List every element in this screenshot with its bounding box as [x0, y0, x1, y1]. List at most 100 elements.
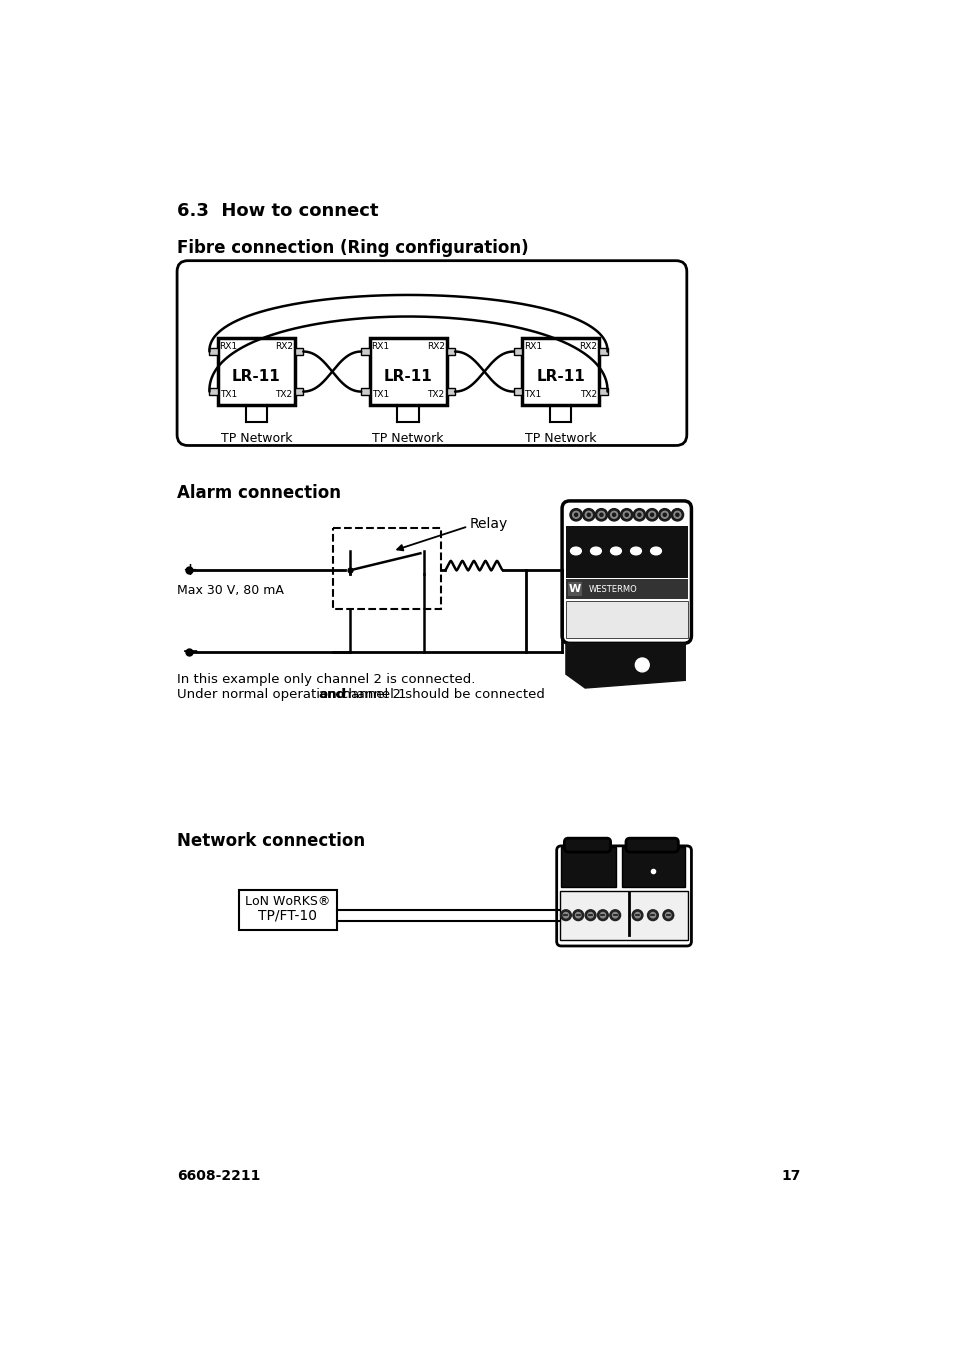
Text: TX1: TX1 [372, 390, 389, 399]
Circle shape [632, 909, 642, 920]
Text: channel 2 should be connected: channel 2 should be connected [331, 688, 544, 701]
Ellipse shape [630, 547, 640, 555]
Circle shape [624, 513, 628, 516]
Bar [521, 338, 598, 405]
Text: 6608-2211: 6608-2211 [177, 1169, 260, 1183]
Circle shape [585, 511, 592, 519]
Circle shape [572, 511, 579, 519]
Text: RX1: RX1 [371, 342, 389, 351]
Circle shape [634, 912, 639, 917]
Text: RX2: RX2 [426, 342, 444, 351]
Bar [513, 349, 521, 355]
Text: TX2: TX2 [579, 390, 597, 399]
Bar [446, 388, 455, 394]
Bar [565, 601, 687, 638]
Text: LR-11: LR-11 [536, 369, 584, 384]
Circle shape [560, 909, 571, 920]
Text: −: − [181, 642, 199, 662]
Bar [217, 338, 294, 405]
Bar [598, 349, 607, 355]
Circle shape [599, 513, 602, 516]
Circle shape [633, 508, 645, 521]
Text: TX2: TX2 [275, 390, 293, 399]
Circle shape [612, 912, 618, 917]
Text: Alarm connection: Alarm connection [177, 484, 341, 503]
Circle shape [610, 511, 617, 519]
Circle shape [569, 508, 581, 521]
Text: RX1: RX1 [523, 342, 541, 351]
Circle shape [660, 511, 667, 519]
Circle shape [575, 912, 580, 917]
Polygon shape [565, 643, 684, 688]
Text: RX2: RX2 [578, 342, 597, 351]
Circle shape [607, 508, 619, 521]
Circle shape [620, 508, 632, 521]
Bar [598, 388, 607, 394]
Circle shape [636, 511, 642, 519]
Text: W: W [568, 584, 580, 593]
Bar [333, 528, 440, 609]
Ellipse shape [590, 547, 600, 555]
Circle shape [574, 513, 577, 516]
Text: TP/FT-10: TP/FT-10 [258, 909, 317, 923]
Bar [565, 580, 687, 600]
Circle shape [587, 912, 593, 917]
Circle shape [650, 912, 655, 917]
Circle shape [562, 912, 568, 917]
Text: 6.3  How to connect: 6.3 How to connect [177, 203, 378, 220]
FancyBboxPatch shape [564, 838, 610, 852]
Bar [559, 890, 688, 940]
Circle shape [635, 658, 649, 671]
Text: TP Network: TP Network [524, 432, 596, 446]
Circle shape [595, 508, 607, 521]
Text: TP Network: TP Network [220, 432, 292, 446]
Text: Network connection: Network connection [177, 832, 365, 850]
Circle shape [584, 909, 596, 920]
Text: LR-11: LR-11 [383, 369, 432, 384]
Circle shape [647, 909, 658, 920]
Text: TX1: TX1 [220, 390, 237, 399]
Circle shape [582, 508, 595, 521]
Ellipse shape [610, 547, 620, 555]
Text: 17: 17 [781, 1169, 800, 1183]
Ellipse shape [570, 547, 580, 555]
Bar [210, 349, 217, 355]
Circle shape [638, 513, 640, 516]
Circle shape [572, 909, 583, 920]
Bar [210, 388, 217, 394]
Text: Relay: Relay [469, 517, 507, 531]
Circle shape [587, 513, 590, 516]
Text: WESTERMO: WESTERMO [588, 585, 638, 594]
Circle shape [671, 508, 683, 521]
Bar [361, 349, 369, 355]
Text: Max 30 V, 80 mA: Max 30 V, 80 mA [177, 584, 284, 597]
Circle shape [673, 511, 680, 519]
Bar [446, 349, 455, 355]
Text: LᴏN WᴏRKS®: LᴏN WᴏRKS® [245, 894, 331, 908]
Text: TP Network: TP Network [372, 432, 443, 446]
Bar [294, 349, 303, 355]
Circle shape [658, 508, 670, 521]
Text: In this example only channel 2 is connected.: In this example only channel 2 is connec… [177, 673, 475, 686]
Circle shape [612, 513, 615, 516]
Circle shape [675, 513, 679, 516]
Circle shape [662, 909, 673, 920]
Text: TX2: TX2 [427, 390, 444, 399]
Ellipse shape [650, 547, 660, 555]
Text: TX1: TX1 [523, 390, 541, 399]
Bar [568, 582, 581, 596]
Circle shape [597, 909, 608, 920]
Bar [238, 890, 336, 929]
Bar [294, 388, 303, 394]
Bar [369, 338, 446, 405]
Circle shape [645, 508, 658, 521]
Circle shape [662, 513, 665, 516]
FancyBboxPatch shape [625, 838, 678, 852]
Text: Fibre connection (Ring configuration): Fibre connection (Ring configuration) [177, 239, 528, 257]
Text: and: and [317, 688, 346, 701]
Circle shape [650, 513, 653, 516]
Circle shape [665, 912, 670, 917]
Circle shape [648, 511, 655, 519]
Circle shape [599, 912, 605, 917]
Bar [513, 388, 521, 394]
